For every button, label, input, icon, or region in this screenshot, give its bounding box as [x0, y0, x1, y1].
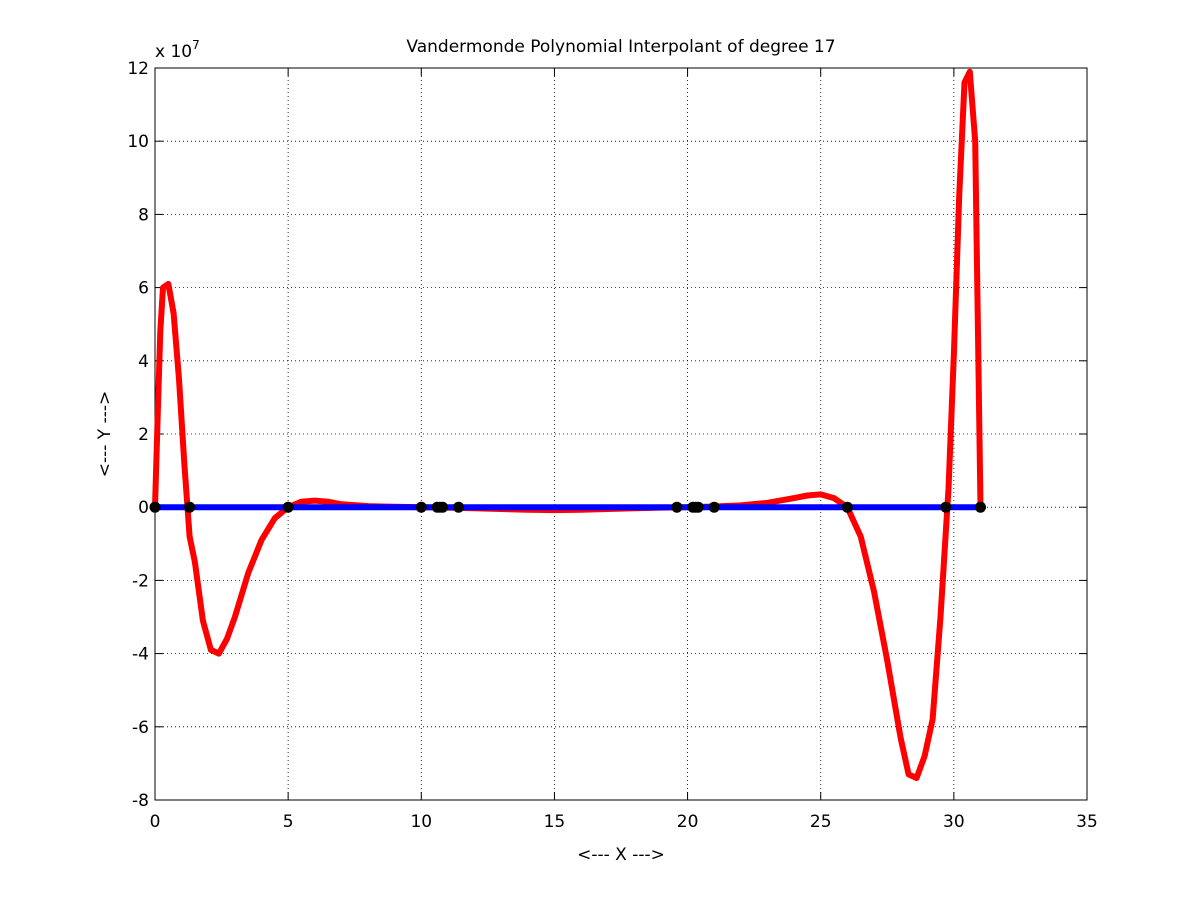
data-point-marker — [437, 501, 449, 513]
x-tick-label: 10 — [410, 812, 432, 832]
ticks: 0 5 10 15 20 25 30 35 -8 -6 -4 -2 0 2 4 6 8 10 12 — [127, 59, 1097, 832]
data-point-marker — [692, 501, 704, 513]
y-tick-label: 6 — [138, 279, 149, 299]
data-point-marker — [149, 501, 161, 513]
y-exponent-label: x 107 — [155, 38, 200, 62]
y-tick-label: 12 — [127, 59, 149, 79]
y-tick-label: 2 — [138, 425, 149, 445]
y-tick-label: -8 — [132, 791, 149, 811]
y-tick-label: -6 — [132, 718, 149, 738]
interpolant-curve — [152, 68, 984, 781]
data-point-marker — [282, 501, 294, 513]
x-tick-label: 25 — [810, 812, 832, 832]
y-axis-label: <--- Y ---> — [95, 391, 115, 478]
x-tick-label: 5 — [283, 812, 294, 832]
y-tick-label: 10 — [127, 132, 149, 152]
x-tick-label: 15 — [544, 812, 566, 832]
y-exponent-base: x 10 — [155, 42, 192, 62]
data-point-marker — [184, 501, 196, 513]
x-tick-label: 20 — [677, 812, 699, 832]
data-point-marker — [453, 501, 465, 513]
chart-title: Vandermonde Polynomial Interpolant of de… — [406, 37, 835, 57]
y-tick-label: 0 — [138, 498, 149, 518]
data-point-marker — [841, 501, 853, 513]
y-tick-label: -4 — [132, 645, 149, 665]
data-point-marker — [974, 501, 986, 513]
y-tick-label: 4 — [138, 352, 149, 372]
series-group — [149, 68, 986, 781]
grid — [155, 68, 1087, 800]
y-exponent-power: 7 — [192, 38, 200, 52]
x-axis-label: <--- X ---> — [577, 845, 665, 865]
x-tick-label: 0 — [150, 812, 161, 832]
data-point-marker — [415, 501, 427, 513]
x-tick-label: 30 — [943, 812, 965, 832]
data-point-marker — [671, 501, 683, 513]
y-tick-label: -2 — [132, 571, 149, 591]
data-point-marker — [708, 501, 720, 513]
y-tick-label: 8 — [138, 205, 149, 225]
data-point-marker — [940, 501, 952, 513]
x-tick-label: 35 — [1076, 812, 1098, 832]
